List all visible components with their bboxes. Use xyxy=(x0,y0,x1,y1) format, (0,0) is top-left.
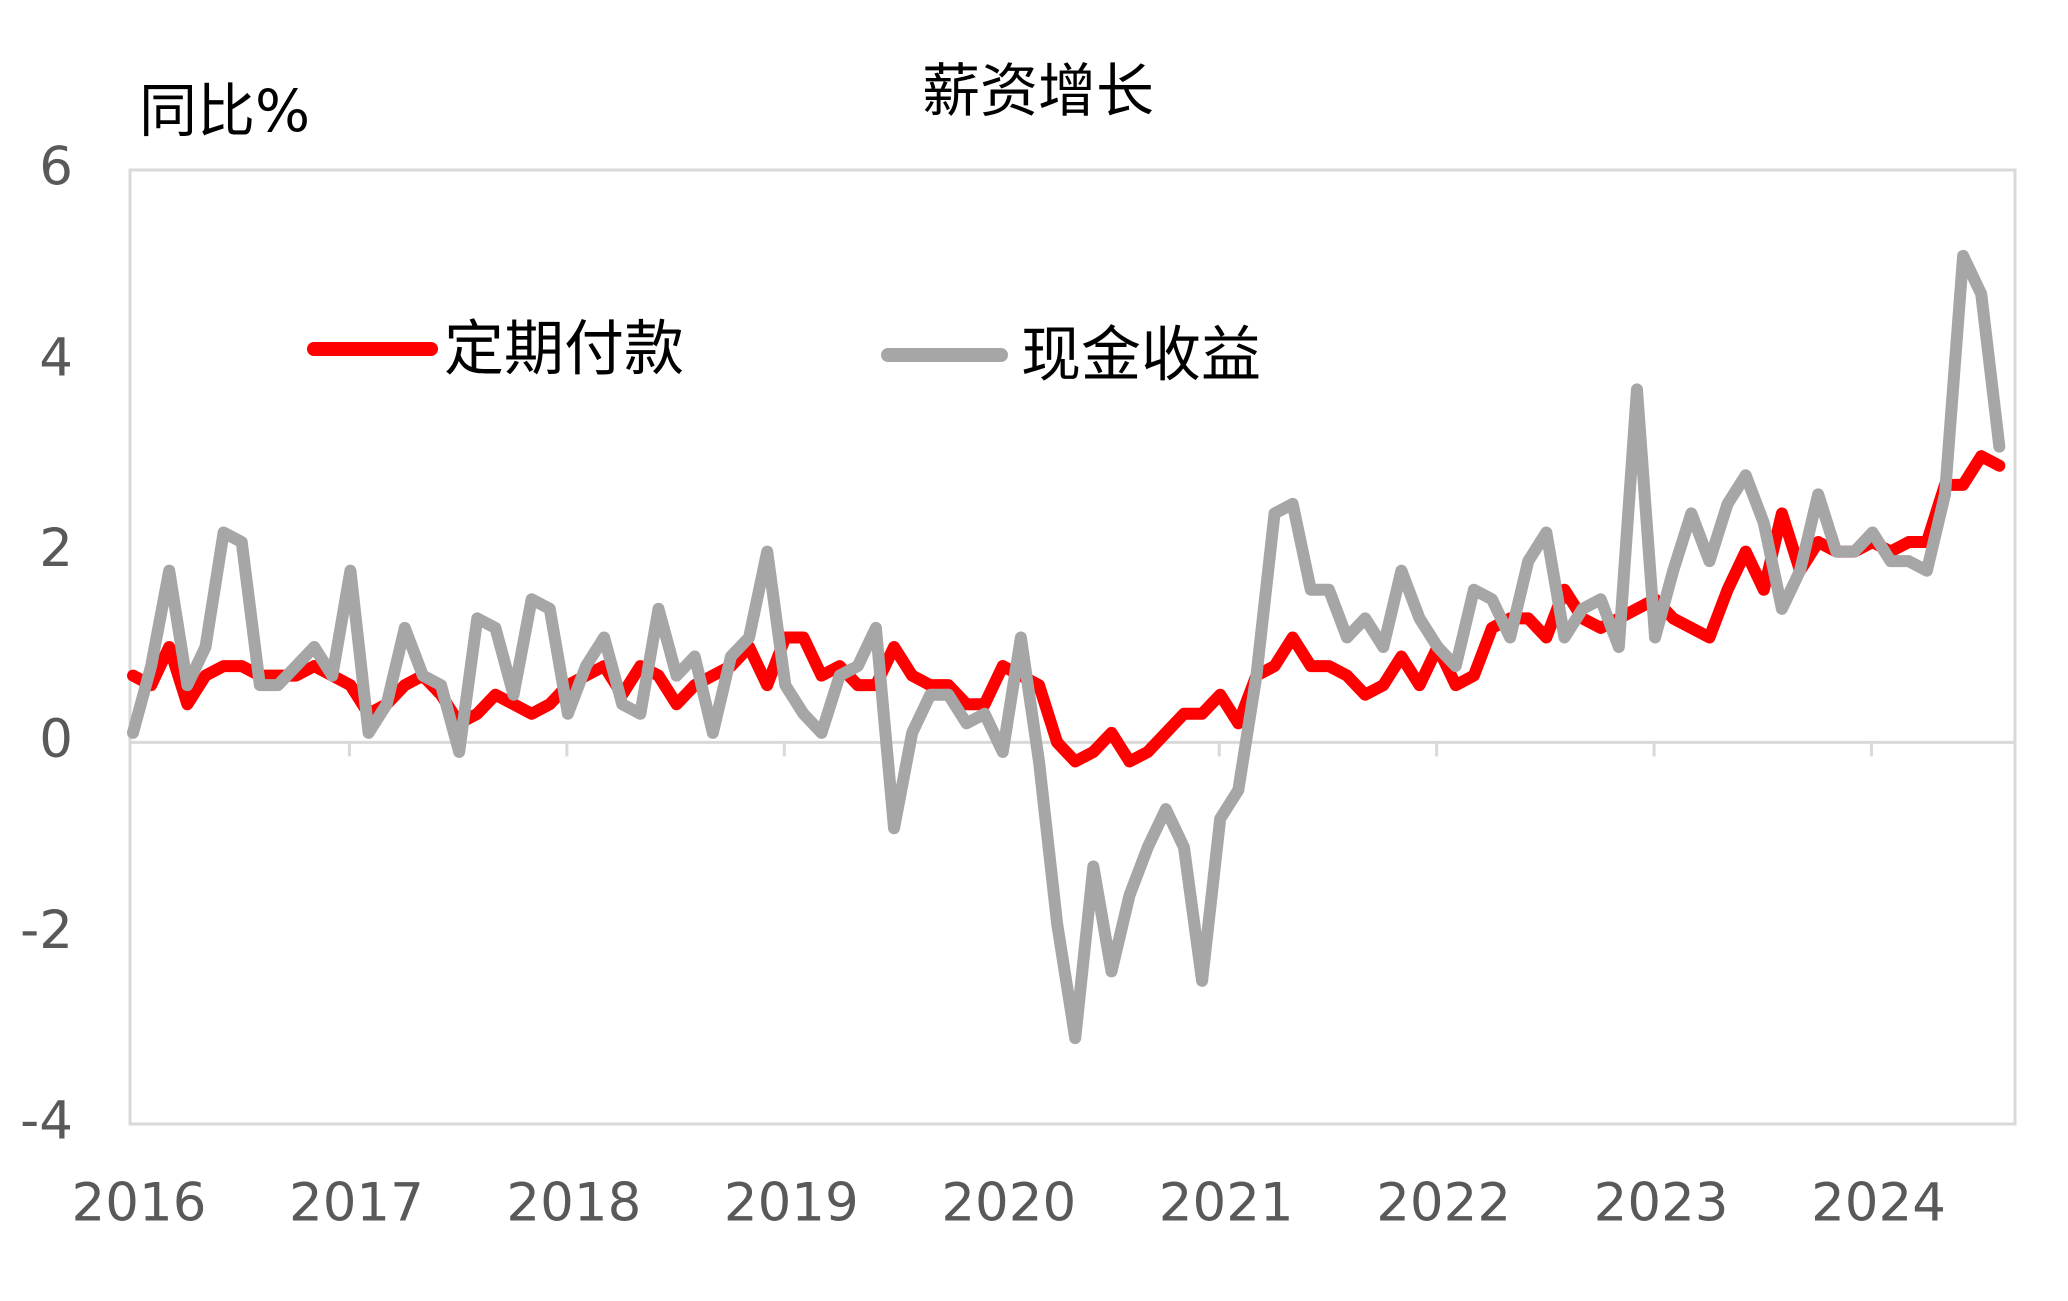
y-tick-label: -4 xyxy=(20,1091,73,1152)
chart-title: 薪资增长 xyxy=(922,57,1154,125)
x-tick-label: 2020 xyxy=(941,1173,1076,1234)
y-tick-label: -2 xyxy=(20,900,73,961)
plot-frame xyxy=(128,168,2017,1126)
y-tick-label: 6 xyxy=(39,137,73,198)
x-tick-label: 2019 xyxy=(724,1173,859,1234)
y-tick-label: 4 xyxy=(39,327,73,388)
x-tick-label: 2023 xyxy=(1594,1173,1729,1234)
y-axis-label: 同比% xyxy=(139,77,310,145)
legend-label: 定期付款 xyxy=(444,315,684,385)
series-line xyxy=(127,249,2006,1045)
series-line xyxy=(127,450,2006,768)
x-tick-label: 2024 xyxy=(1811,1173,1946,1234)
x-tick-label: 2018 xyxy=(506,1173,641,1234)
x-tick-label: 2016 xyxy=(72,1173,207,1234)
y-tick-label: 0 xyxy=(39,709,73,770)
y-tick-label: 2 xyxy=(39,518,73,579)
legend-label: 现金收益 xyxy=(1021,321,1261,391)
x-tick-label: 2022 xyxy=(1376,1173,1511,1234)
x-tick-label: 2017 xyxy=(289,1173,424,1234)
x-tick-label: 2021 xyxy=(1159,1173,1294,1234)
